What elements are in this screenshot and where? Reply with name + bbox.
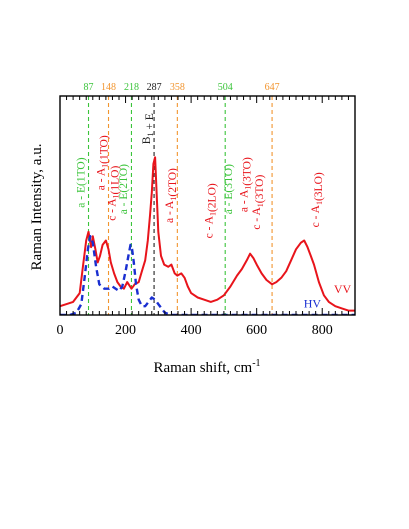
x-tick-label-800: 800 (312, 323, 333, 338)
x-tick-label-0: 0 (57, 323, 64, 338)
series-label-vv: VV (334, 282, 352, 296)
mode-label-87: 87 (84, 82, 94, 93)
annotation-a-e3to: a - E(3TO) (223, 164, 235, 214)
annotation-c-a1-2lo: c - A1(2LO) (203, 183, 218, 238)
y-axis-label: Raman Intensity, a.u. (29, 144, 45, 271)
mode-label-218: 218 (124, 82, 139, 93)
annotation-a-e1to: a - E(1TO) (76, 157, 88, 207)
plot-frame (59, 95, 356, 316)
mode-label-287: 287 (147, 82, 162, 93)
series-layer (60, 156, 355, 315)
x-axis-label-text: Raman shift, cm (153, 360, 252, 376)
x-axis-ticks: 0 200 400 600 800 (57, 96, 356, 338)
annotation-c-a1-3to: c - A1(3TO) (251, 175, 266, 230)
x-tick-label-200: 200 (115, 323, 136, 338)
annotation-a-a1-2to: a - A1(2TO) (164, 168, 179, 223)
mode-reference-lines (87, 96, 273, 315)
mode-label-358: 358 (170, 82, 185, 93)
series-hv-line (60, 234, 355, 315)
x-tick-label-600: 600 (246, 323, 267, 338)
annotation-b1-e: B1 + E (141, 113, 156, 144)
mode-label-148: 148 (101, 82, 116, 93)
annotation-c-a1-1lo: c - A1(1LO) (107, 166, 122, 221)
mode-wavenumber-labels: 87 148 218 287 358 504 647 (84, 82, 280, 93)
series-vv-line (60, 156, 355, 312)
series-label-hv: HV (304, 296, 322, 310)
x-tick-label-400: 400 (181, 323, 202, 338)
series-labels: VV HV (304, 282, 352, 310)
mode-label-647: 647 (265, 82, 280, 93)
peak-annotations: a - E(1TO) a - A1(1TO)c - A1(1LO)a - E(2T… (76, 113, 325, 238)
x-axis-label-exponent: -1 (252, 358, 260, 369)
annotation-a-a1-3to: a - A1(3TO) (239, 157, 254, 212)
annotation-a-e2to: a - E(2TO) (118, 164, 130, 214)
mode-label-504: 504 (218, 82, 233, 93)
annotation-c-a1-3lo: c - A1(3LO) (310, 172, 325, 227)
annotation-a-a1-1to: a - A1(1TO) (95, 135, 110, 190)
x-axis-label: Raman shift, cm-1 (153, 358, 260, 376)
